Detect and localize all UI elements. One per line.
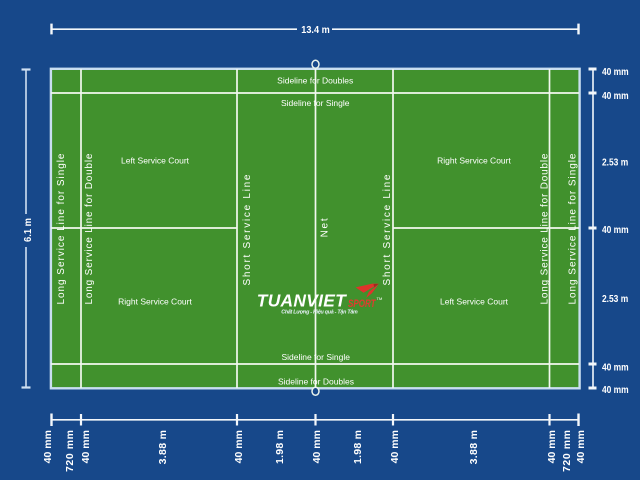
svg-text:40 mm: 40 mm bbox=[389, 430, 401, 463]
svg-text:Sideline for Doubles: Sideline for Doubles bbox=[277, 75, 353, 85]
svg-text:Long Service Line for Single: Long Service Line for Single bbox=[568, 153, 579, 304]
svg-text:Net: Net bbox=[319, 218, 330, 237]
svg-text:Long Service Line for Single: Long Service Line for Single bbox=[56, 153, 67, 304]
svg-text:SPORT: SPORT bbox=[348, 298, 376, 310]
svg-text:3.88 m: 3.88 m bbox=[468, 430, 480, 464]
svg-text:720 mm: 720 mm bbox=[64, 430, 76, 472]
svg-text:40 mm: 40 mm bbox=[602, 361, 629, 373]
svg-text:40 mm: 40 mm bbox=[602, 89, 629, 101]
svg-text:3.88 m: 3.88 m bbox=[157, 430, 169, 464]
svg-text:40 mm: 40 mm bbox=[233, 430, 245, 463]
svg-text:13.4 m: 13.4 m bbox=[301, 25, 330, 36]
svg-text:40 mm: 40 mm bbox=[80, 430, 92, 463]
svg-text:Chất Lượng - Hiệu quả - Tận Tâ: Chất Lượng - Hiệu quả - Tận Tâm bbox=[281, 309, 358, 316]
svg-text:2.53 m: 2.53 m bbox=[602, 292, 628, 304]
svg-text:Long Service Line for Double: Long Service Line for Double bbox=[540, 153, 551, 304]
svg-text:Short Service Line: Short Service Line bbox=[382, 174, 393, 285]
svg-text:Left Service Court: Left Service Court bbox=[121, 156, 190, 166]
svg-text:Sideline for Single: Sideline for Single bbox=[281, 98, 350, 108]
svg-text:40 mm: 40 mm bbox=[311, 430, 323, 463]
svg-text:40 mm: 40 mm bbox=[602, 65, 629, 77]
svg-text:Short Service Line: Short Service Line bbox=[242, 174, 253, 285]
svg-text:Long Service Line for Double: Long Service Line for Double bbox=[84, 153, 95, 304]
svg-text:40 mm: 40 mm bbox=[42, 430, 54, 463]
svg-text:Right Service Court: Right Service Court bbox=[118, 297, 192, 307]
svg-text:TUANVIET: TUANVIET bbox=[257, 291, 347, 311]
svg-text:Sideline for Single: Sideline for Single bbox=[281, 352, 350, 362]
svg-text:2.53 m: 2.53 m bbox=[602, 155, 628, 167]
svg-text:40 mm: 40 mm bbox=[546, 430, 558, 463]
svg-text:6.1 m: 6.1 m bbox=[23, 218, 34, 242]
svg-text:Right Service Court: Right Service Court bbox=[437, 156, 511, 166]
svg-text:40 mm: 40 mm bbox=[602, 383, 629, 395]
svg-text:Left Service Court: Left Service Court bbox=[440, 297, 509, 307]
svg-text:1.98 m: 1.98 m bbox=[352, 430, 364, 464]
svg-text:40 mm: 40 mm bbox=[575, 430, 587, 463]
svg-text:720 mm: 720 mm bbox=[561, 430, 573, 472]
svg-text:TM: TM bbox=[377, 296, 383, 301]
svg-text:1.98 m: 1.98 m bbox=[274, 430, 286, 464]
svg-text:40 mm: 40 mm bbox=[602, 223, 629, 235]
svg-text:Sideline for Doubles: Sideline for Doubles bbox=[278, 377, 354, 387]
